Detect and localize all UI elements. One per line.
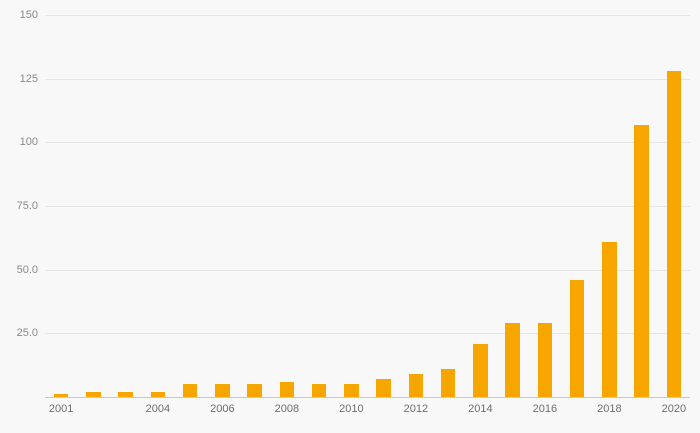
bar-slot xyxy=(464,15,496,397)
bar-slot xyxy=(77,15,109,397)
bar-slot xyxy=(206,15,238,397)
x-axis-tick-label: 2001 xyxy=(48,403,74,415)
bar-2009 xyxy=(311,384,327,397)
bar-slot xyxy=(561,15,593,397)
y-axis-tick-label: 25.0 xyxy=(16,327,38,340)
bar-slot xyxy=(400,15,432,397)
y-axis-tick-label: 125 xyxy=(19,72,38,85)
bar-2020 xyxy=(666,71,682,397)
bar-slot xyxy=(174,15,206,397)
bar-slot xyxy=(432,15,464,397)
bar-slot xyxy=(593,15,625,397)
gridline xyxy=(45,78,690,80)
bar-slot xyxy=(335,15,367,397)
bar-2017 xyxy=(569,279,585,397)
x-axis-tick-label: 2012 xyxy=(403,403,429,415)
bar-slot xyxy=(45,15,77,397)
gridline xyxy=(45,333,690,335)
bar-slot xyxy=(239,15,271,397)
bar-2012 xyxy=(408,374,424,397)
x-axis-tick-label: 2018 xyxy=(597,403,622,415)
bar-slot xyxy=(303,15,335,397)
bar-2006 xyxy=(215,384,230,397)
gridlines xyxy=(45,15,690,397)
bar-slot xyxy=(626,15,658,397)
bar-2010 xyxy=(344,384,359,397)
y-axis-tick-label: 150 xyxy=(19,9,38,21)
bar-2001 xyxy=(53,394,69,397)
gridline xyxy=(45,142,690,144)
bar-2019 xyxy=(634,124,649,397)
x-axis-tick-label: 2020 xyxy=(661,403,687,415)
bar-slot xyxy=(271,15,303,397)
bar-2016 xyxy=(537,323,553,397)
x-axis-tick-label: 2008 xyxy=(274,403,300,415)
bar-2014 xyxy=(473,343,488,397)
y-axis-tick-label: 100 xyxy=(19,136,38,149)
bar-slot xyxy=(529,15,561,397)
bar-2018 xyxy=(602,241,617,397)
x-axis-labels: 2001 2004 2006 2008 2010 2012 2014 2016 2018 2020 xyxy=(45,403,690,423)
x-axis-tick-label: 2006 xyxy=(210,403,235,415)
x-axis-tick-label: 2016 xyxy=(532,403,558,415)
bar-2004 xyxy=(150,391,166,397)
bar-slot xyxy=(658,15,690,397)
bar-2008 xyxy=(279,381,295,397)
x-axis-tick-label: 2004 xyxy=(145,403,171,415)
bar-2007 xyxy=(247,384,262,397)
bar-2015 xyxy=(505,323,520,397)
y-axis-tick-label: 75.0 xyxy=(16,200,38,212)
x-axis-tick-label: 2014 xyxy=(468,403,493,415)
bar-2003 xyxy=(118,391,133,397)
y-axis-labels: 150 125 100 75.0 50.0 25.0 xyxy=(0,9,38,397)
bar-2011 xyxy=(376,379,391,397)
bar-slot xyxy=(368,15,400,397)
y-axis-tick-label: 50.0 xyxy=(16,263,38,276)
gridline xyxy=(45,269,690,271)
bar-slot xyxy=(497,15,529,397)
x-axis-line xyxy=(45,397,690,398)
x-axis-tick-label: 2010 xyxy=(339,403,364,415)
bar-slot xyxy=(110,15,142,397)
bar-slot xyxy=(142,15,174,397)
bar-2005 xyxy=(182,384,198,397)
gridline xyxy=(45,206,690,207)
gridline xyxy=(45,15,690,16)
bar-2013 xyxy=(440,369,456,397)
bars-container xyxy=(45,15,690,397)
plot-area xyxy=(45,15,690,397)
bar-2002 xyxy=(86,391,101,397)
